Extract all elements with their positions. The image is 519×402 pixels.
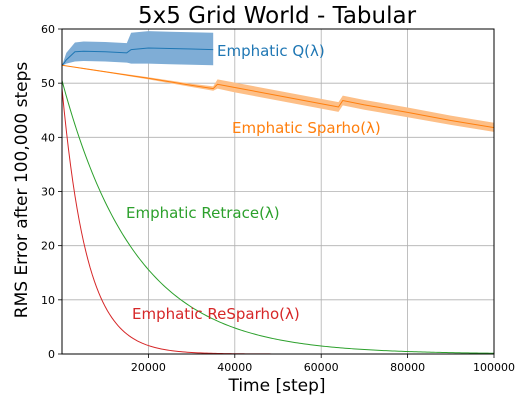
y-tick-label: 20 bbox=[41, 240, 55, 253]
line-emphatic-sparho bbox=[61, 64, 495, 129]
series-label-emphatic-sparho: Emphatic Sparho(λ) bbox=[232, 119, 381, 137]
x-axis-label: Time [step] bbox=[227, 376, 325, 396]
y-axis-ticks: 0 10 20 30 40 50 60 bbox=[41, 23, 62, 361]
y-axis-label: RMS Error after 100,000 steps bbox=[12, 62, 32, 319]
series-label-emphatic-q: Emphatic Q(λ) bbox=[217, 42, 325, 60]
x-axis-ticks: 20000 40000 60000 80000 100000 bbox=[131, 354, 515, 374]
series-label-emphatic-resparho: Emphatic ReSparho(λ) bbox=[132, 305, 300, 323]
x-tick-label: 40000 bbox=[217, 361, 252, 374]
x-tick-label: 60000 bbox=[304, 361, 339, 374]
y-tick-label: 50 bbox=[41, 77, 55, 90]
series-label-emphatic-retrace: Emphatic Retrace(λ) bbox=[126, 204, 280, 222]
x-tick-label: 100000 bbox=[473, 361, 515, 374]
line-emphatic-q bbox=[61, 47, 214, 67]
chart-title: 5x5 Grid World - Tabular bbox=[138, 3, 417, 29]
x-tick-label: 20000 bbox=[131, 361, 166, 374]
y-tick-label: 10 bbox=[41, 294, 55, 307]
x-tick-label: 80000 bbox=[390, 361, 425, 374]
line-emphatic-retrace bbox=[61, 80, 495, 354]
y-tick-label: 0 bbox=[48, 348, 55, 361]
y-tick-label: 60 bbox=[41, 23, 55, 36]
y-tick-label: 30 bbox=[41, 186, 55, 199]
y-tick-label: 40 bbox=[41, 131, 55, 144]
